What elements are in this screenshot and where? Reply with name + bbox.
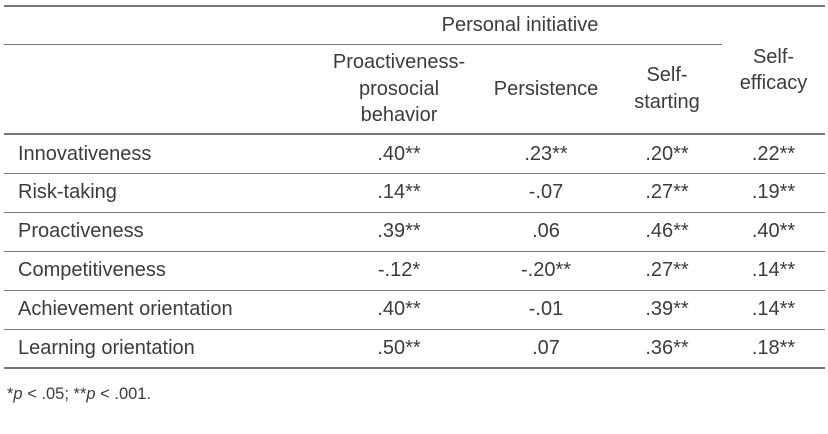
cell-value: .14** [318,173,480,213]
column-header-persistence: Persistence [480,44,612,135]
column-header-self-efficacy: Self- efficacy [722,5,825,135]
cell-value: .36** [612,329,722,369]
cell-value: .40** [318,134,480,174]
cell-value: .39** [612,290,722,330]
column-headers-row: Proactiveness- prosocial behavior Persis… [4,44,825,135]
cell-value: .20** [612,134,722,174]
stub-header-cell-empty [4,44,318,135]
cell-value: .27** [612,251,722,291]
row-label: Proactiveness [4,212,318,252]
cell-value: .23** [480,134,612,174]
table-row-achievement-orientation: Achievement orientation .40** -.01 .39**… [4,290,825,330]
spanner-row: Personal initiative Self- efficacy [4,5,825,135]
cell-value: -.07 [480,173,612,213]
footnote-p-symbol: p [13,385,23,403]
stub-header-cell [4,5,318,45]
table-row-competitiveness: Competitiveness -.12* -.20** .27** .14** [4,251,825,291]
table-row-innovativeness: Innovativeness .40** .23** .20** .22** [4,134,825,174]
cell-value: .22** [722,134,825,174]
row-label: Achievement orientation [4,290,318,330]
row-label: Learning orientation [4,329,318,369]
footnote-star-single: * [7,385,14,403]
table-row-proactiveness: Proactiveness .39** .06 .46** .40** [4,212,825,252]
correlation-table: Personal initiative Self- efficacy Proac… [4,5,825,369]
cell-value: -.12* [318,251,480,291]
cell-value: .27** [612,173,722,213]
cell-value: .06 [480,212,612,252]
cell-value: .14** [722,251,825,291]
row-label: Risk-taking [4,173,318,213]
row-label: Innovativeness [4,134,318,174]
row-label: Competitiveness [4,251,318,291]
table-row-learning-orientation: Learning orientation .50** .07 .36** .18… [4,329,825,369]
cell-value: .50** [318,329,480,369]
cell-value: -.20** [480,251,612,291]
cell-value: .18** [722,329,825,369]
table-row-risk-taking: Risk-taking .14** -.07 .27** .19** [4,173,825,213]
cell-value: .19** [722,173,825,213]
significance-footnote: *p < .05; **p < .001. [7,385,825,404]
cell-value: .07 [480,329,612,369]
cell-value: .40** [722,212,825,252]
cell-value: -.01 [480,290,612,330]
column-header-self-starting: Self- starting [612,44,722,135]
cell-value: .40** [318,290,480,330]
cell-value: .46** [612,212,722,252]
column-header-proactiveness-prosocial-behavior: Proactiveness- prosocial behavior [318,44,480,135]
footnote-star-double: ** [73,385,87,403]
spanner-header-personal-initiative: Personal initiative [318,5,722,45]
cell-value: .14** [722,290,825,330]
table-header: Personal initiative Self- efficacy Proac… [4,5,825,135]
cell-value: .39** [318,212,480,252]
footnote-threshold-05: < .05; [22,385,74,403]
footnote-p-symbol: p [86,385,96,403]
table-body: Innovativeness .40** .23** .20** .22** R… [4,134,825,369]
footnote-threshold-001: < .001. [95,385,152,403]
